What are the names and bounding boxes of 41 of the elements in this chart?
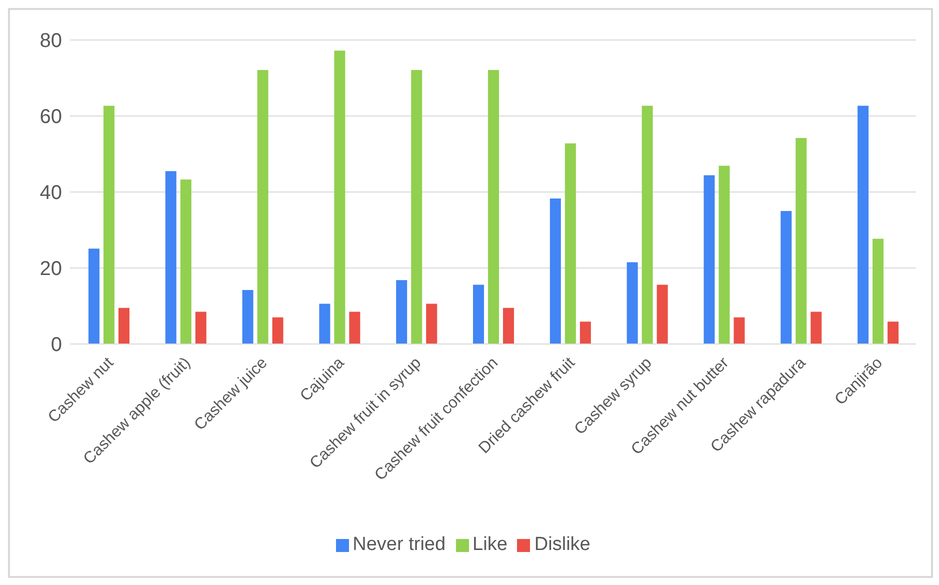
y-tick-label: 0 <box>50 334 62 356</box>
legend-label: Like <box>472 534 508 555</box>
bar <box>888 322 899 344</box>
bar <box>334 50 346 344</box>
bar <box>242 290 254 344</box>
bar <box>872 238 884 344</box>
bar <box>396 280 408 344</box>
bar <box>411 70 422 344</box>
bar <box>349 312 360 344</box>
bar <box>165 171 176 344</box>
bar <box>319 304 330 344</box>
bar <box>180 179 192 344</box>
bar <box>88 248 100 344</box>
bar <box>503 308 514 344</box>
bar <box>195 312 206 344</box>
bar <box>564 143 576 344</box>
bar <box>473 284 484 344</box>
y-tick-label: 80 <box>40 30 62 52</box>
bar <box>718 166 730 344</box>
bar <box>118 308 130 344</box>
y-tick-label: 40 <box>40 182 62 204</box>
y-tick-label: 60 <box>40 106 62 128</box>
bar <box>257 70 268 344</box>
bar <box>488 70 500 344</box>
bar <box>656 284 668 344</box>
bar <box>272 317 284 344</box>
legend-label: Never tried <box>352 534 446 555</box>
bar <box>780 211 792 344</box>
bar <box>550 198 561 344</box>
bar <box>626 262 638 344</box>
legend-label: Dislike <box>534 534 590 555</box>
bar <box>810 312 822 344</box>
bar <box>103 106 114 344</box>
y-tick-label: 20 <box>40 258 62 280</box>
bar <box>704 175 715 344</box>
bar <box>796 138 807 344</box>
bar <box>858 106 869 344</box>
bar <box>426 304 438 344</box>
bar <box>580 322 591 344</box>
bar <box>734 317 745 344</box>
bar <box>642 106 653 344</box>
